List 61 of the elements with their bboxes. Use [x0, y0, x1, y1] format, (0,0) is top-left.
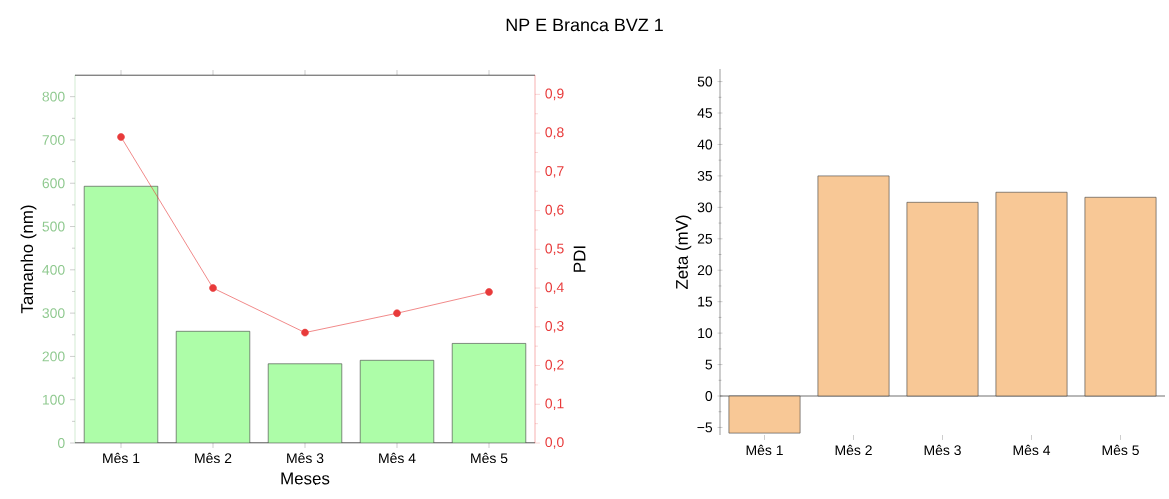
- y-tick-label: 20: [697, 265, 713, 276]
- y-tick-label: 600: [42, 178, 65, 189]
- y-tick-label: 300: [42, 308, 65, 319]
- point: [301, 328, 309, 337]
- x-tick-label: Mês 5: [471, 452, 508, 464]
- x-axis-title: Meses: [281, 472, 330, 485]
- y2-tick-label: 0,6: [545, 204, 564, 217]
- y2-tick-label: 0,2: [545, 359, 564, 372]
- y2-tick-label: 0,0: [545, 437, 564, 449]
- x-tick-label: Mês 5: [1102, 444, 1139, 456]
- y-tick-label: −5: [697, 422, 713, 433]
- bar: [175, 331, 251, 443]
- y2-tick-label: 0,1: [545, 398, 564, 411]
- x-tick-label: Mês 4: [1013, 444, 1051, 456]
- x-tick-label: Mês 3: [287, 452, 324, 464]
- x-tick-label: Mês 1: [746, 444, 783, 456]
- y-tick-label: 10: [698, 328, 713, 339]
- y2-tick-label: 0,3: [545, 321, 564, 333]
- y-tick-label: 200: [42, 351, 65, 362]
- bar: [83, 185, 159, 443]
- y2-tick-label: 0,5: [545, 243, 564, 256]
- y-tick-label: 700: [42, 134, 65, 145]
- y-tick-label: 800: [42, 91, 65, 102]
- bar: [451, 343, 527, 443]
- y-tick-label: 30: [697, 202, 713, 213]
- y2-tick-label: 0,7: [545, 166, 564, 178]
- y-tick-label: 25: [697, 233, 713, 244]
- y-tick-label: 35: [697, 170, 713, 181]
- bar: [359, 360, 435, 443]
- y-tick-label: 50: [697, 76, 713, 87]
- x-tick-label: Mês 1: [103, 452, 140, 464]
- y-tick-label: 5: [705, 359, 713, 370]
- bar: [267, 363, 343, 443]
- point: [117, 133, 125, 141]
- y2-tick-label: 0,9: [545, 88, 564, 101]
- y-tick-label: 500: [42, 221, 65, 232]
- point: [209, 284, 217, 292]
- bar: [817, 175, 890, 397]
- y2-tick-label: 0,8: [545, 127, 564, 139]
- point: [393, 309, 401, 318]
- x-tick-label: Mês 2: [835, 444, 872, 456]
- bar: [906, 202, 979, 397]
- x-tick-label: Mês 3: [924, 444, 961, 456]
- text: NP E Branca BVZ 1: [506, 18, 663, 32]
- y-tick-label: 0: [705, 391, 713, 401]
- bar: [995, 191, 1068, 397]
- y-axis-title: Zeta (mV): [675, 215, 692, 290]
- y-tick-label: 40: [697, 139, 713, 150]
- y-axis-title: Tamanho (nm): [20, 205, 37, 314]
- y-tick-label: 100: [42, 394, 65, 405]
- x-tick-label: Mês 4: [379, 452, 416, 464]
- y-tick-label: 0: [57, 438, 65, 448]
- point: [485, 288, 493, 296]
- y-tick-label: 400: [42, 264, 65, 275]
- y-tick-label: 15: [698, 296, 713, 307]
- y2-tick-label: 0,4: [545, 282, 564, 294]
- bar: [728, 395, 801, 434]
- y2-axis-title: PDI: [573, 246, 586, 272]
- x-tick-label: Mês 2: [195, 452, 232, 464]
- y-tick-label: 45: [697, 108, 713, 118]
- bar: [1084, 196, 1157, 397]
